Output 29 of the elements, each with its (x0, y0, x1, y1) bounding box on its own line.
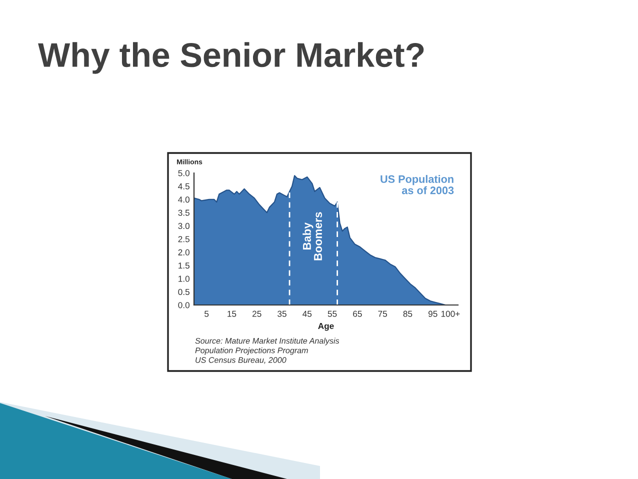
x-tick-label: 75 (378, 310, 387, 317)
x-tick-label: 100+ (441, 310, 460, 317)
y-tick-label: 0.0 (178, 302, 190, 308)
source-note: Source: Mature Market Institute Analysis (195, 338, 340, 346)
x-tick-label: 55 (328, 310, 337, 317)
text: Population Projections Program (195, 347, 308, 355)
y-tick-label: 0.5 (178, 288, 190, 296)
chart-title: Why the Senior Market? (38, 42, 424, 74)
x-tick-label: 5 (204, 310, 209, 317)
x-tick-label: 25 (252, 310, 262, 317)
annotation: Baby Boomers (302, 212, 322, 260)
x-tick-label: 45 (302, 310, 312, 317)
y-tick-label: 1.5 (178, 262, 190, 269)
x-axis-title: Age (318, 323, 334, 331)
x-tick-label: 85 (403, 310, 412, 317)
x-tick-label: 35 (278, 310, 286, 317)
y-tick-label: 3.0 (178, 222, 190, 230)
x-tick-label: 65 (353, 310, 362, 317)
text: US Population as of 2003 (380, 174, 454, 194)
y-tick-label: 1.0 (178, 276, 190, 282)
y-tick-label: 4.5 (178, 183, 190, 190)
x-tick-label: 95 (428, 310, 438, 317)
y-tick-label: 2.0 (178, 249, 190, 256)
y-tick-label: 3.5 (178, 210, 190, 216)
text: US Census Bureau, 2000 (196, 357, 286, 364)
y-tick-label: 4.0 (178, 196, 190, 203)
y-tick-label: 5.0 (178, 170, 190, 176)
x-tick-label: 15 (228, 310, 236, 317)
y-tick-label: 2.5 (178, 236, 190, 242)
